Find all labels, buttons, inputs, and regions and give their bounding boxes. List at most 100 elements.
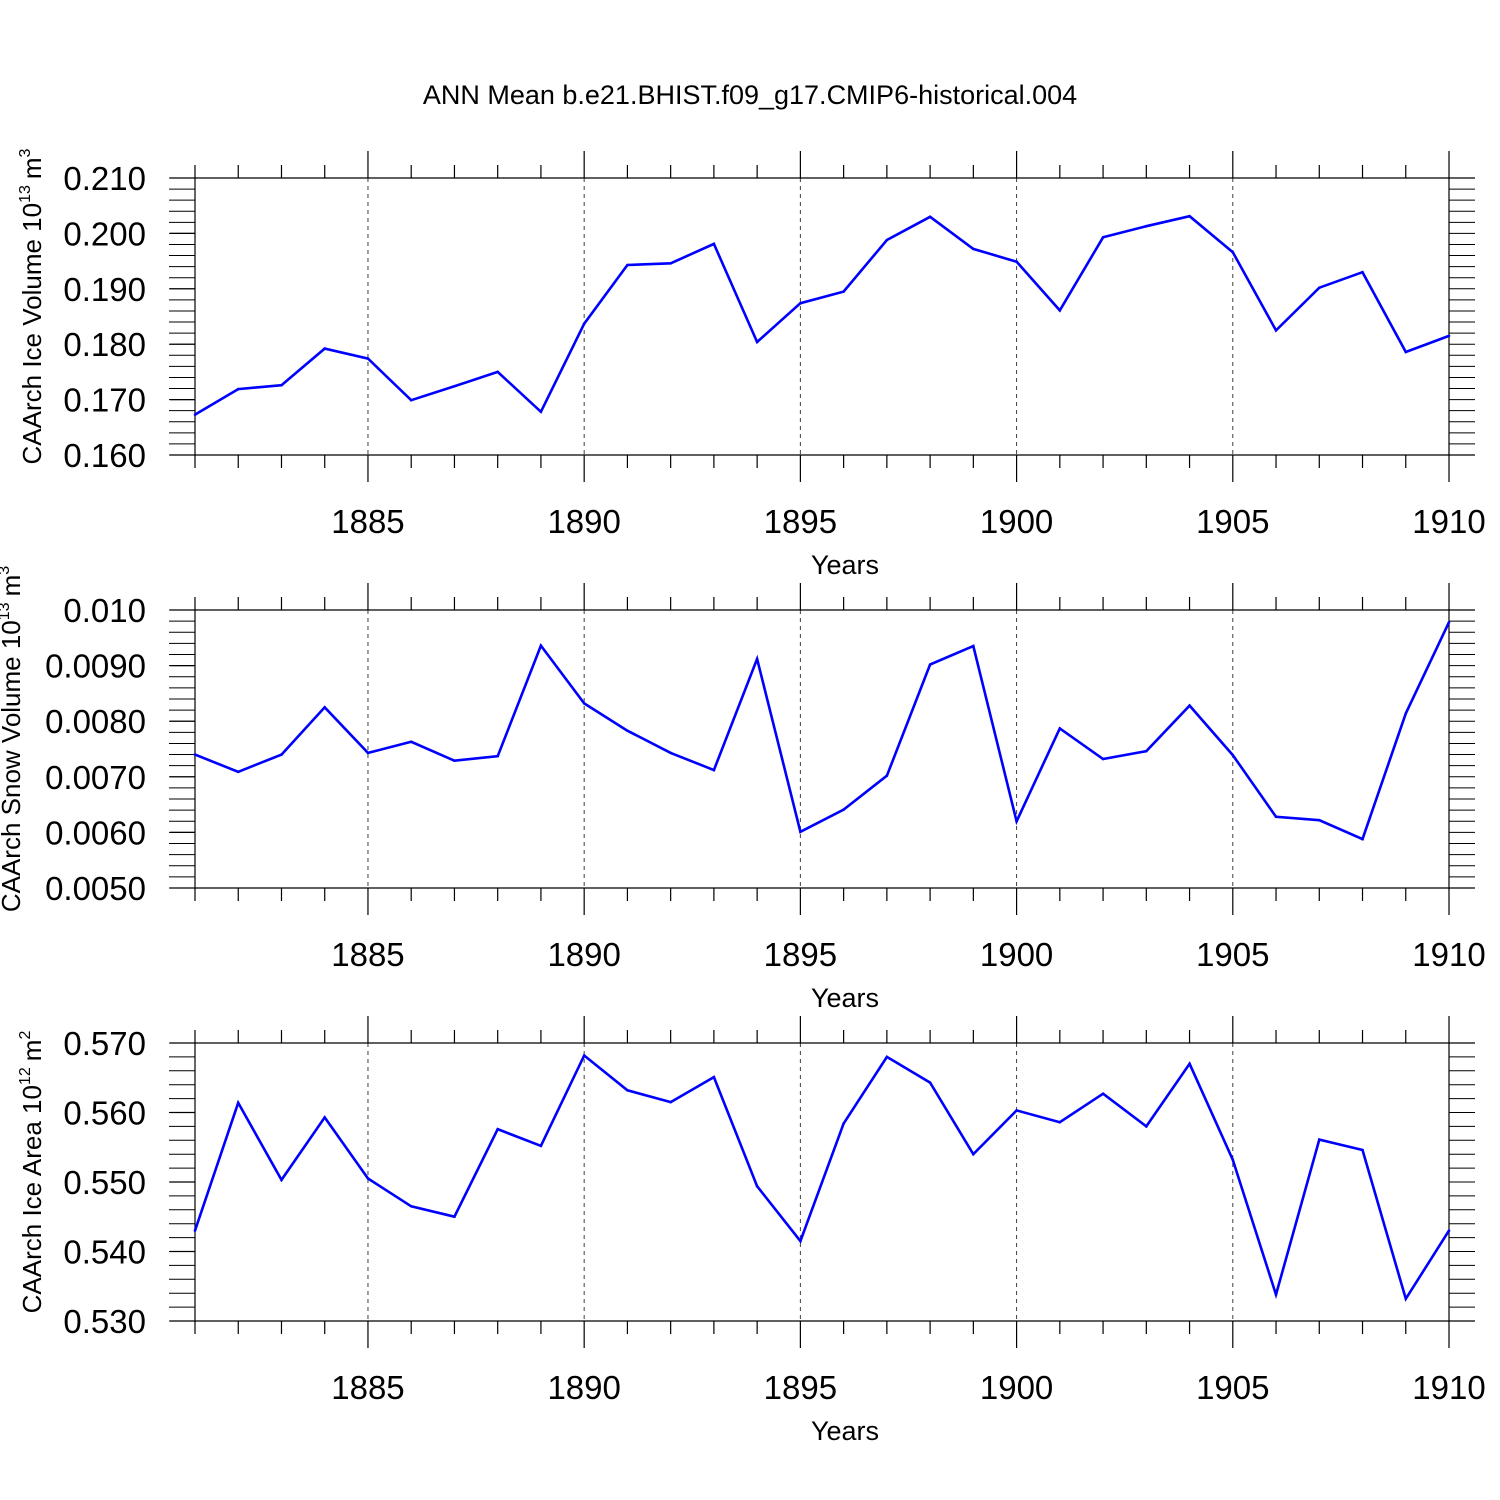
y-axis-title-unit: m xyxy=(0,575,26,597)
data-point xyxy=(496,754,500,758)
data-point xyxy=(755,657,759,661)
data-point xyxy=(755,1184,759,1188)
data-point xyxy=(409,398,413,402)
data-point xyxy=(1274,1293,1278,1296)
data-point xyxy=(323,706,327,709)
y-axis-title-exponent: 13 xyxy=(0,602,13,620)
x-axis-title: Years xyxy=(811,550,879,580)
data-point xyxy=(1145,1125,1148,1128)
data-point xyxy=(712,1075,716,1079)
data-point xyxy=(539,644,543,647)
y-tick-label: 0.0070 xyxy=(45,759,146,796)
data-point xyxy=(1231,250,1235,254)
data-point xyxy=(972,1152,975,1156)
data-point xyxy=(885,1055,889,1059)
y-tick-label: 0.010 xyxy=(63,592,146,629)
y-tick-label: 0.200 xyxy=(63,215,146,252)
y-axis-title-unit-exponent: 3 xyxy=(0,566,13,575)
data-point xyxy=(799,830,802,834)
x-tick-label: 1885 xyxy=(331,1369,404,1406)
y-axis-title-unit: m xyxy=(17,1040,47,1062)
data-point xyxy=(539,1144,543,1148)
y-tick-label: 0.0080 xyxy=(45,703,146,740)
data-point xyxy=(1318,818,1321,822)
data-point xyxy=(799,1239,802,1243)
data-point xyxy=(280,1178,283,1182)
x-tick-label: 1890 xyxy=(547,1369,620,1406)
x-tick-label: 1895 xyxy=(764,936,837,973)
data-point xyxy=(1231,1158,1235,1162)
data-point xyxy=(842,1122,845,1125)
y-axis-title-unit: m xyxy=(17,157,47,179)
data-point xyxy=(1015,820,1018,823)
data-point xyxy=(1318,1138,1321,1141)
x-tick-label: 1890 xyxy=(547,936,620,973)
data-point xyxy=(582,322,586,326)
y-tick-label: 0.170 xyxy=(63,382,146,419)
data-point xyxy=(842,290,845,293)
x-tick-label: 1885 xyxy=(331,503,404,540)
data-point xyxy=(1058,727,1062,730)
data-point xyxy=(366,751,370,755)
y-tick-label: 0.210 xyxy=(63,160,146,197)
y-axis-title: CAArch Snow Volume 1013 m3 xyxy=(0,566,26,912)
data-point xyxy=(1404,712,1408,715)
data-point xyxy=(1318,286,1321,290)
chart-panel-1: 1885 1890 1895 1900 1905 1910 Years 0.160 0.170 0… xyxy=(17,148,1486,580)
data-point xyxy=(582,1054,586,1057)
x-axis-title: Years xyxy=(811,983,879,1013)
data-point xyxy=(236,387,240,391)
data-point xyxy=(712,242,716,246)
data-point xyxy=(1447,334,1451,338)
x-tick-label: 1910 xyxy=(1412,503,1485,540)
data-point xyxy=(626,1089,629,1092)
data-point xyxy=(755,340,759,344)
data-point xyxy=(972,644,975,648)
data-point xyxy=(1101,757,1105,761)
y-tick-label: 0.530 xyxy=(63,1303,146,1340)
x-tick-label: 1895 xyxy=(764,503,837,540)
y-tick-label: 0.0090 xyxy=(45,648,146,685)
data-point xyxy=(842,808,845,811)
y-tick-label: 0.190 xyxy=(63,271,146,308)
y-axis-title-exponent: 13 xyxy=(17,185,34,203)
y-tick-label: 0.180 xyxy=(63,326,146,363)
data-point xyxy=(1188,214,1191,218)
data-point xyxy=(1361,837,1364,841)
y-axis-title-text: CAArch Snow Volume 10 xyxy=(0,620,26,912)
data-point xyxy=(409,740,413,744)
data-point xyxy=(539,410,543,414)
y-axis-title-text: CAArch Ice Volume 10 xyxy=(17,203,47,465)
data-point xyxy=(409,1205,413,1208)
data-point xyxy=(366,357,370,360)
y-axis-title-unit-exponent: 3 xyxy=(17,148,34,157)
data-point xyxy=(626,729,629,732)
chart-panel-3: 1885 1890 1895 1900 1905 1910 Years 0.530 0.540 0… xyxy=(17,1016,1486,1446)
y-tick-label: 0.160 xyxy=(63,437,146,474)
data-point xyxy=(193,1229,197,1232)
data-point xyxy=(928,1081,932,1084)
data-point xyxy=(1101,1092,1105,1095)
x-axis-title: Years xyxy=(811,1416,879,1446)
data-point xyxy=(1188,1062,1191,1066)
x-tick-label: 1900 xyxy=(980,503,1053,540)
data-point xyxy=(1447,620,1451,624)
data-point xyxy=(323,1116,327,1119)
data-point xyxy=(626,263,629,267)
y-axis-title-text: CAArch Ice Area 10 xyxy=(17,1085,47,1313)
data-point xyxy=(885,774,889,777)
data-point xyxy=(280,383,283,387)
y-axis-title: CAArch Ice Volume 1013 m3 xyxy=(17,148,47,464)
data-point xyxy=(1058,1120,1062,1124)
y-tick-label: 0.540 xyxy=(63,1234,146,1271)
x-tick-label: 1890 xyxy=(547,503,620,540)
x-tick-label: 1900 xyxy=(980,936,1053,973)
data-point xyxy=(366,1177,370,1180)
data-point xyxy=(1274,329,1278,332)
data-point xyxy=(236,770,240,774)
data-point xyxy=(453,759,456,762)
data-point xyxy=(1361,270,1364,274)
data-point xyxy=(669,751,672,755)
x-tick-label: 1900 xyxy=(980,1369,1053,1406)
